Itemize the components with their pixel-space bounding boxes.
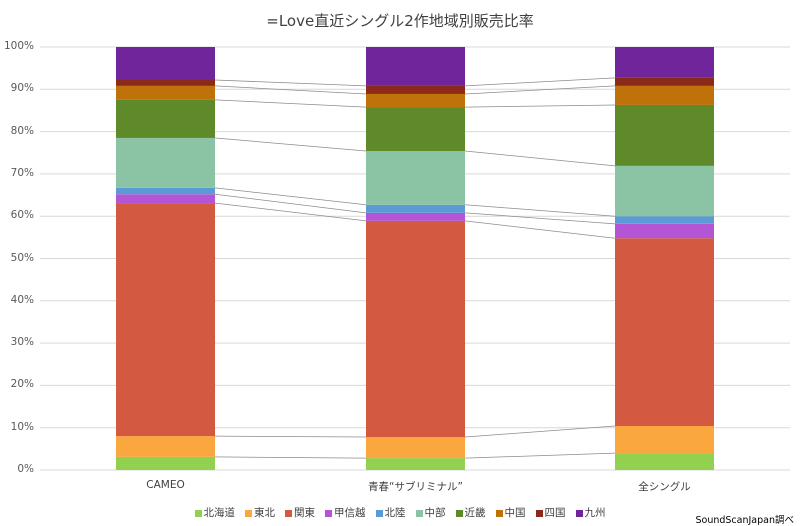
legend-item: 関東: [285, 505, 315, 520]
bar-segment: [615, 165, 714, 217]
bar-segment: [366, 107, 465, 152]
bar-segment: [366, 93, 465, 108]
y-tick-label: 80%: [10, 124, 34, 137]
legend-label: 中部: [424, 507, 446, 519]
bar-segment: [615, 223, 714, 239]
legend-item: 中国: [495, 505, 526, 520]
y-tick-label: 30%: [10, 336, 34, 349]
legend-label: 関東: [294, 507, 315, 519]
legend-item: 九州: [575, 505, 606, 520]
bar-segment: [366, 212, 465, 221]
series-line: [464, 77, 616, 87]
y-tick-label: 20%: [10, 378, 34, 391]
y-tick-label: 10%: [10, 420, 34, 433]
bar-segment: [366, 151, 465, 205]
legend-item: 北陸: [375, 505, 406, 520]
series-line: [214, 79, 367, 87]
legend-label: 近畿: [464, 507, 486, 519]
source-credit: SoundScanJapan調べ: [695, 515, 794, 526]
legend-item: 甲信越: [325, 505, 366, 520]
bar-segment: [116, 99, 215, 138]
legend-swatch: [245, 509, 252, 517]
series-line: [214, 456, 367, 459]
bar-segment: [615, 238, 714, 427]
series-line: [464, 104, 616, 108]
bar-segment: [366, 220, 465, 438]
bar-segment: [116, 47, 215, 80]
series-line: [214, 202, 367, 222]
bar-segment: [615, 47, 714, 78]
y-tick-label: 60%: [10, 209, 34, 222]
x-category-label: 全シングル: [638, 481, 691, 493]
legend-swatch: [455, 509, 463, 517]
y-tick-label: 70%: [10, 166, 34, 179]
y-tick-label: 100%: [3, 40, 34, 52]
bar-segment: [116, 187, 215, 195]
bar-segment: [366, 204, 465, 213]
bar-segment: [116, 85, 215, 100]
bar-segment: [366, 437, 465, 459]
bar-segment: [366, 85, 465, 94]
series-line: [214, 187, 367, 206]
bar-segment: [615, 104, 714, 166]
legend-swatch: [194, 509, 202, 517]
bar-segment: [116, 137, 215, 188]
legend-label: 九州: [584, 507, 606, 519]
legend-swatch: [375, 509, 383, 517]
series-line: [464, 425, 616, 438]
legend-label: 東北: [254, 507, 275, 519]
series-line: [464, 212, 616, 225]
legend-swatch: [415, 509, 423, 517]
series-line: [214, 85, 367, 95]
y-tick-label: 90%: [10, 82, 34, 95]
legend-swatch: [285, 509, 292, 517]
bar-segment: [615, 453, 714, 470]
series-line: [464, 150, 616, 167]
series-line: [214, 193, 367, 214]
legend-item: 中部: [415, 505, 446, 520]
legend-item: 近畿: [455, 505, 486, 520]
legend-swatch: [325, 509, 332, 517]
series-line: [214, 435, 367, 438]
y-tick-label: 0%: [17, 463, 34, 475]
bar-segment: [615, 85, 714, 105]
legend-swatch: [575, 509, 583, 517]
chart-legend: 北海道 東北 関東 甲信越 北陸 中部 近畿 中国 四国 九州: [0, 505, 800, 520]
series-line: [464, 220, 616, 239]
legend-label: 中国: [504, 507, 526, 519]
legend-label: 北海道: [203, 507, 236, 519]
x-category-label: CAMEO: [146, 479, 185, 491]
bar-segment: [615, 216, 714, 224]
legend-label: 四国: [544, 507, 566, 519]
y-tick-label: 50%: [10, 251, 34, 264]
bar-segment: [116, 194, 215, 204]
bar-segment: [116, 456, 215, 470]
bar-segment: [366, 458, 465, 470]
legend-item: 四国: [535, 505, 566, 520]
x-category-label: 青春“サブリミナル”: [368, 481, 463, 493]
bar-segment: [116, 203, 215, 437]
y-tick-label: 40%: [10, 293, 34, 306]
bar-segment: [615, 426, 714, 454]
bar-segment: [615, 77, 714, 86]
series-line: [214, 99, 367, 108]
chart-title: =Love直近シングル2作地域別販売比率: [266, 12, 534, 30]
series-line: [464, 452, 616, 459]
series-line: [214, 137, 367, 152]
bar-segment: [116, 79, 215, 86]
legend-swatch: [495, 509, 503, 517]
legend-item: 北海道: [194, 505, 236, 520]
bar-segment: [116, 436, 215, 457]
series-line: [464, 204, 616, 217]
legend-swatch: [535, 509, 543, 517]
series-line: [464, 85, 616, 95]
legend-label: 北陸: [384, 507, 406, 519]
legend-label: 甲信越: [334, 507, 366, 519]
bar-segment: [366, 47, 465, 86]
legend-item: 東北: [245, 505, 275, 520]
